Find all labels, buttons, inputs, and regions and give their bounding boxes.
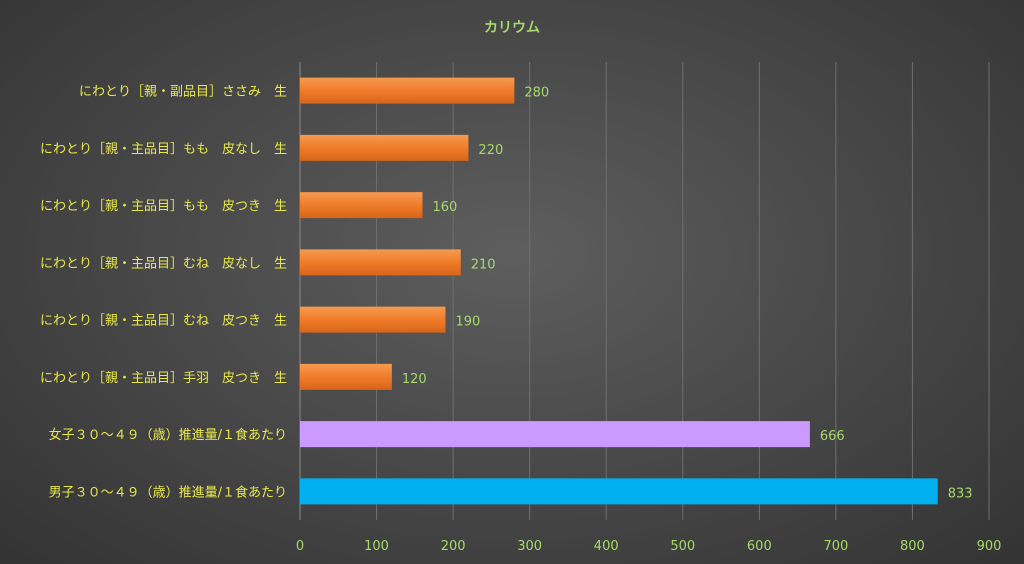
- x-tick-label: 200: [441, 539, 466, 554]
- bars: [300, 77, 938, 505]
- x-tick-label: 0: [296, 539, 304, 554]
- x-tick-label: 700: [823, 539, 848, 554]
- category-label: にわとり［親・主品目］もも 皮なし 生: [40, 142, 287, 157]
- category-label: にわとり［親・主品目］もも 皮つき 生: [40, 199, 287, 214]
- bar: [300, 249, 461, 276]
- bar: [300, 421, 810, 448]
- x-tick-label: 100: [364, 539, 389, 554]
- bar: [300, 134, 469, 161]
- data-label: 220: [478, 143, 503, 158]
- category-label: 男子３０～４９（歳）推進量/１食あたり: [49, 484, 287, 500]
- bar: [300, 192, 423, 219]
- bar: [300, 478, 938, 505]
- x-tick-label: 500: [670, 539, 695, 554]
- category-label: 女子３０～４９（歳）推進量/１食あたり: [49, 427, 287, 443]
- bar: [300, 363, 392, 390]
- data-label: 280: [524, 86, 549, 101]
- data-label: 120: [402, 372, 427, 387]
- x-tick-label: 400: [594, 539, 619, 554]
- category-label: にわとり［親・主品目］むね 皮つき 生: [40, 314, 287, 329]
- category-label: にわとり［親・主品目］手羽 皮つき 生: [40, 371, 287, 386]
- data-label: 210: [471, 257, 496, 272]
- data-label: 160: [432, 200, 457, 215]
- x-tick-label: 600: [747, 539, 772, 554]
- gridlines: [299, 62, 990, 520]
- x-tick-label: 800: [900, 539, 925, 554]
- data-label: 666: [820, 429, 845, 444]
- bar: [300, 77, 515, 104]
- bar: [300, 306, 446, 333]
- data-labels: 280 220 160 210 190 120 666 833: [402, 86, 973, 502]
- category-label: にわとり［親・副品目］ささみ 生: [79, 85, 287, 100]
- x-tick-label: 300: [517, 539, 542, 554]
- x-tick-label: 900: [977, 539, 1002, 554]
- category-label: にわとり［親・主品目］むね 皮なし 生: [40, 256, 287, 271]
- data-label: 190: [455, 315, 480, 330]
- chart-title: カリウム: [484, 20, 540, 36]
- x-tick-labels: 0 100 200 300 400 500 600 700 800 900: [296, 539, 1002, 554]
- data-label: 833: [948, 486, 973, 501]
